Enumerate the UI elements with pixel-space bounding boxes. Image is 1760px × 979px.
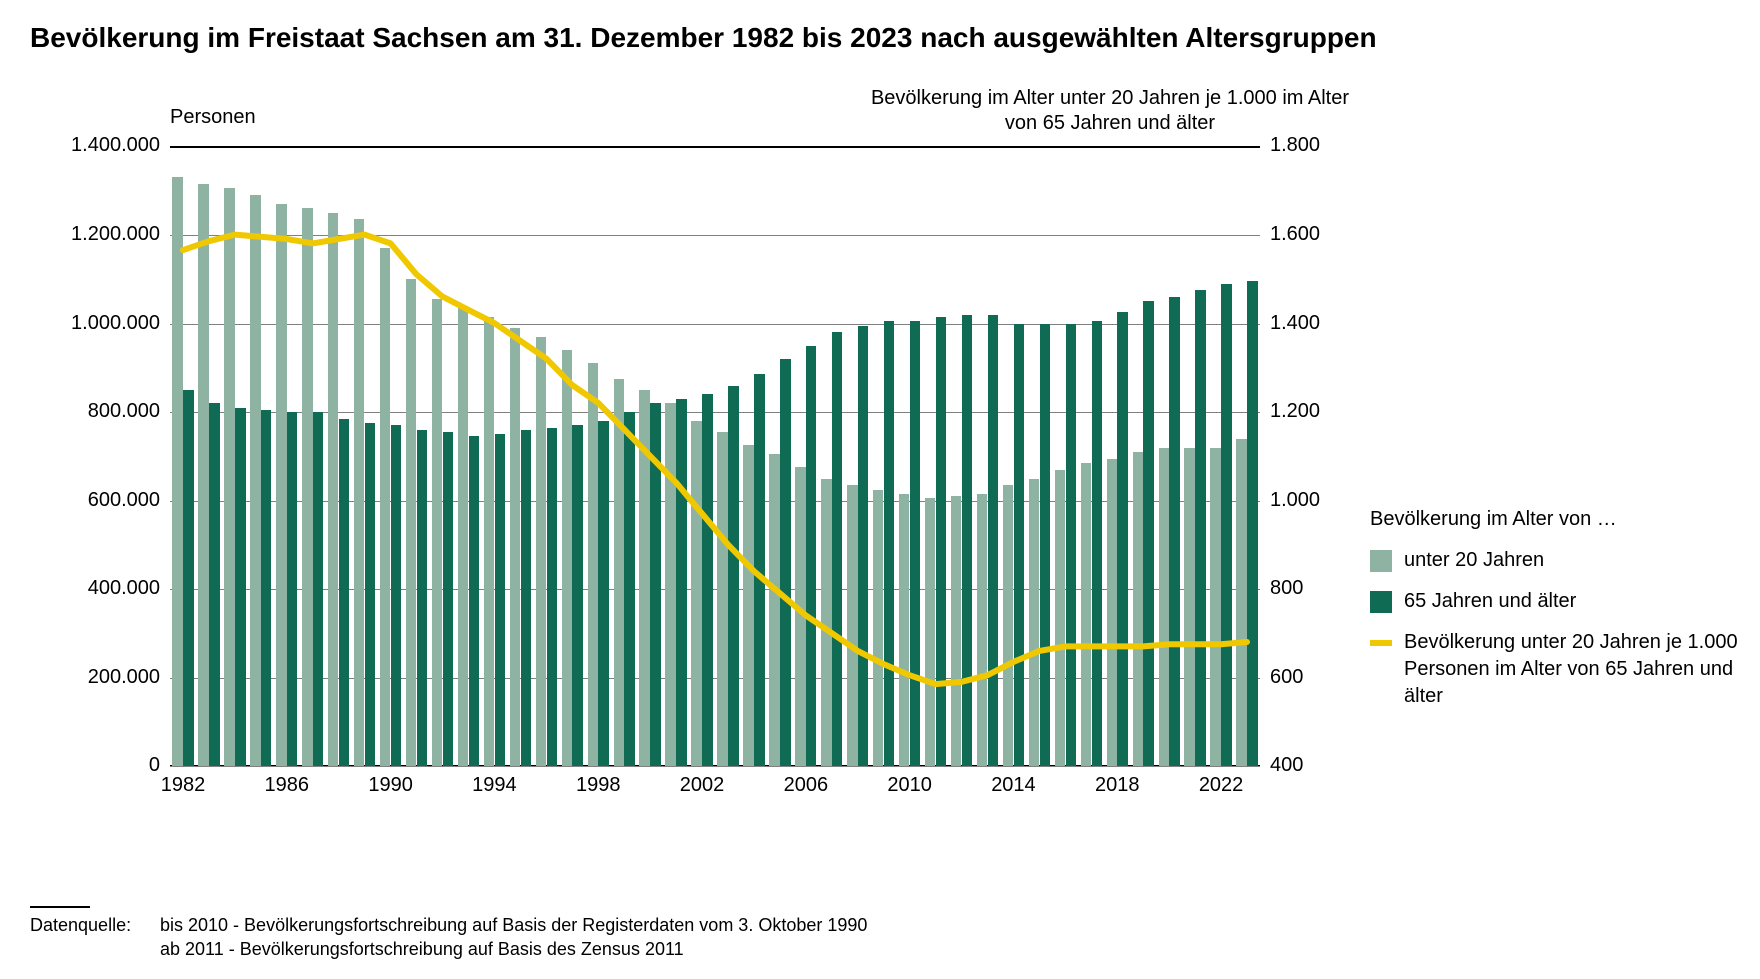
footnote-rule: [30, 906, 90, 908]
footnote-line1: bis 2010 - Bevölkerungsfortschreibung au…: [160, 914, 867, 937]
x-tick-label: 2018: [1095, 774, 1140, 797]
y-right-tick-label: 1.400: [1270, 312, 1350, 335]
y-right-tick-label: 1.800: [1270, 134, 1350, 157]
x-tick-label: 2002: [680, 774, 725, 797]
legend-label-under20: unter 20 Jahren: [1404, 547, 1544, 574]
y-right-tick-label: 800: [1270, 577, 1350, 600]
chart-area: Personen Bevölkerung im Alter unter 20 J…: [30, 86, 1730, 846]
footnote-line2: ab 2011 - Bevölkerungsfortschreibung auf…: [160, 938, 684, 961]
legend-swatch-under20: [1370, 550, 1392, 572]
grid-line: [170, 766, 1260, 767]
y-right-tick-label: 1.600: [1270, 223, 1350, 246]
ratio-line: [183, 235, 1247, 684]
y-left-tick-label: 600.000: [40, 489, 160, 512]
x-tick-label: 1986: [265, 774, 310, 797]
legend: Bevölkerung im Alter von … unter 20 Jahr…: [1370, 506, 1750, 724]
x-tick-label: 1990: [368, 774, 413, 797]
y-left-tick-label: 400.000: [40, 577, 160, 600]
legend-header: Bevölkerung im Alter von …: [1370, 506, 1750, 533]
footnote-label: Datenquelle:: [30, 914, 160, 937]
ratio-line-layer: [170, 146, 1260, 766]
y-right-tick-label: 1.000: [1270, 489, 1350, 512]
y-left-tick-label: 800.000: [40, 400, 160, 423]
y-left-tick-label: 1.400.000: [40, 134, 160, 157]
y-right-tick-label: 400: [1270, 754, 1350, 777]
x-tick-label: 2006: [784, 774, 829, 797]
y-left-tick-label: 1.200.000: [40, 223, 160, 246]
x-tick-label: 2014: [991, 774, 1036, 797]
y-left-tick-label: 0: [40, 754, 160, 777]
legend-item-ratio: Bevölkerung unter 20 Jahren je 1.000 Per…: [1370, 629, 1750, 710]
y-left-tick-label: 200.000: [40, 666, 160, 689]
legend-swatch-ratio: [1370, 640, 1392, 646]
y-left-tick-label: 1.000.000: [40, 312, 160, 335]
y-right-tick-label: 600: [1270, 666, 1350, 689]
plot-area: 0400200.000600400.000800600.0001.000800.…: [170, 146, 1260, 766]
legend-swatch-over65: [1370, 591, 1392, 613]
footnote-spacer: [30, 938, 160, 961]
x-tick-label: 1994: [472, 774, 517, 797]
chart-container: Bevölkerung im Freistaat Sachsen am 31. …: [0, 0, 1760, 979]
x-tick-label: 2010: [887, 774, 932, 797]
x-tick-label: 2022: [1199, 774, 1244, 797]
legend-label-ratio: Bevölkerung unter 20 Jahren je 1.000 Per…: [1404, 629, 1750, 710]
y-right-tick-label: 1.200: [1270, 400, 1350, 423]
legend-item-under20: unter 20 Jahren: [1370, 547, 1750, 574]
x-tick-label: 1998: [576, 774, 621, 797]
y-left-axis-title: Personen: [170, 106, 256, 129]
legend-label-over65: 65 Jahren und älter: [1404, 588, 1576, 615]
legend-item-over65: 65 Jahren und älter: [1370, 588, 1750, 615]
y-right-axis-title: Bevölkerung im Alter unter 20 Jahren je …: [870, 86, 1350, 136]
x-tick-label: 1982: [161, 774, 206, 797]
chart-title: Bevölkerung im Freistaat Sachsen am 31. …: [30, 20, 1730, 56]
footnote: Datenquelle: bis 2010 - Bevölkerungsfort…: [30, 906, 867, 961]
